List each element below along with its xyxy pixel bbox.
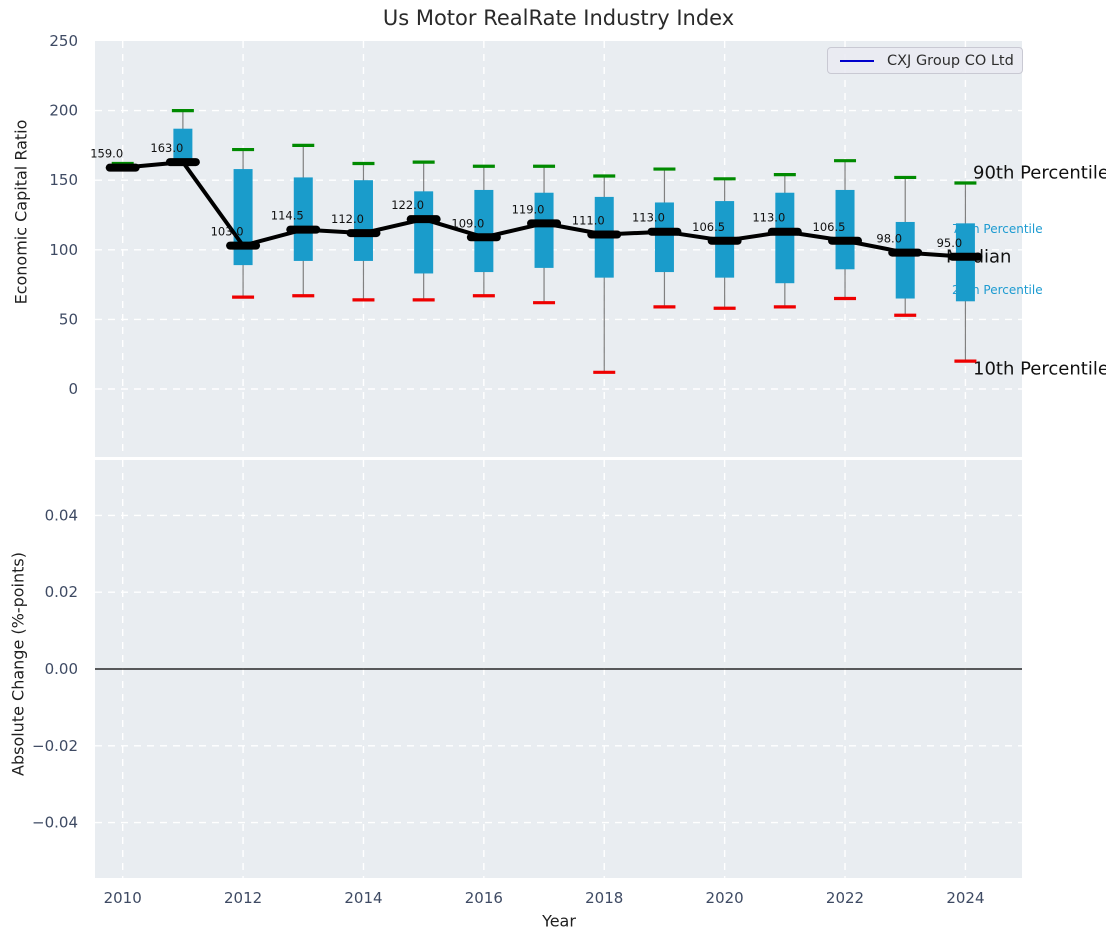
ytick-top-150: 150 [49,171,78,189]
median-value-label-2013: 114.5 [271,209,304,223]
median-value-label-2010: 159.0 [90,147,123,161]
ytick-bottom-1: 0.02 [45,583,78,601]
box-2021 [775,192,795,284]
box-2019 [654,202,674,273]
box-2015 [414,191,434,274]
median-value-label-2019: 113.0 [632,211,665,225]
xtick-2018: 2018 [585,889,623,907]
median-value-label-2017: 119.0 [512,202,545,216]
box-2012 [233,169,253,266]
ytick-bottom-0: 0.04 [45,506,78,524]
ytick-top-50: 50 [59,310,78,328]
box-2017 [534,192,554,268]
median-value-label-2024: 95.0 [937,236,963,250]
box-2023 [895,221,915,299]
ytick-top-200: 200 [49,102,78,120]
ytick-top-0: 0 [68,380,78,398]
annotation-10th-percentile: 10th Percentile [973,359,1106,380]
xtick-2024: 2024 [946,889,984,907]
chart-marks-layer: 159.0 163.0 103.0 114.5 112.0 122.0 109.0 119.0… [90,108,983,374]
ytick-top-250: 250 [49,32,78,50]
box-2011 [173,128,193,163]
ytick-bottom-3: −0.02 [32,737,78,755]
xtick-2016: 2016 [465,889,503,907]
xtick-2022: 2022 [826,889,864,907]
box-2024 [955,223,975,302]
ytick-top-100: 100 [49,241,78,259]
box-2022 [835,189,855,270]
median-value-label-2018: 111.0 [572,213,605,227]
ytick-bottom-4: −0.04 [32,814,78,832]
median-value-label-2015: 122.0 [391,198,424,212]
legend-line-icon [840,59,874,62]
median-value-label-2023: 98.0 [876,232,902,246]
median-value-label-2022: 106.5 [813,220,846,234]
x-axis-label: Year [542,911,576,931]
median-value-label-2011: 163.0 [150,141,183,155]
median-value-label-2012: 103.0 [211,225,244,239]
annotation-90th-percentile: 90th Percentile [973,163,1106,184]
chart-title: Us Motor RealRate Industry Index [382,6,735,30]
xtick-2010: 2010 [104,889,142,907]
xtick-2014: 2014 [344,889,382,907]
box-2014 [353,180,373,261]
box-2016 [474,189,494,273]
ytick-bottom-2: 0.00 [45,660,78,678]
xtick-2012: 2012 [224,889,262,907]
median-value-label-2014: 112.0 [331,212,364,226]
legend: CXJ Group CO Ltd [827,47,1023,74]
xtick-2020: 2020 [706,889,744,907]
legend-label: CXJ Group CO Ltd [887,52,1014,69]
median-value-label-2016: 109.0 [451,216,484,230]
median-value-label-2020: 106.5 [692,220,725,234]
median-value-label-2021: 113.0 [752,211,785,225]
box-2013 [293,177,313,261]
